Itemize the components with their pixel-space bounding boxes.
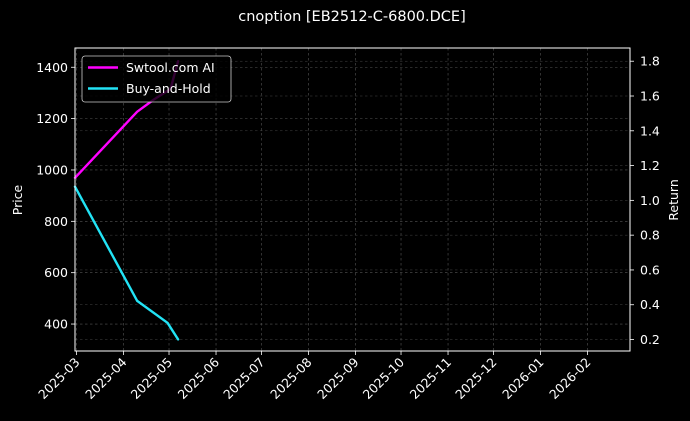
x-tick-label: 2025-04 — [82, 354, 130, 402]
x-tick-label: 2025-05 — [128, 355, 176, 403]
legend-box — [81, 55, 232, 103]
y-right-tick-label: 1.6 — [640, 89, 660, 104]
y-left-tick-label: 800 — [44, 214, 68, 229]
chart-title: cnoption [EB2512-C-6800.DCE] — [238, 9, 466, 25]
y-left-tick-label: 1000 — [36, 162, 68, 177]
grid — [75, 48, 630, 351]
y-right-tick-label: 0.4 — [640, 297, 660, 312]
x-tick-label: 2026-02 — [546, 355, 594, 403]
x-tick-label: 2025-07 — [220, 355, 268, 403]
y-right-tick-label: 1.8 — [640, 54, 660, 69]
x-tick-label: 2025-06 — [175, 354, 223, 402]
series-line-buy-and-hold — [73, 185, 180, 341]
y-left-tick-label: 1200 — [36, 111, 68, 126]
y-axis-right-label: Return — [666, 179, 681, 220]
y-axis-right: 0.2 0.4 0.6 0.8 1.0 1.2 1.4 1.6 1.8 — [630, 54, 660, 347]
y-axis-left-label: Price — [10, 184, 25, 215]
y-right-tick-label: 0.6 — [640, 262, 660, 277]
x-tick-label: 2025-08 — [267, 354, 315, 402]
y-right-tick-label: 1.4 — [640, 123, 660, 138]
y-left-tick-label: 400 — [44, 317, 68, 332]
plot-frame — [74, 47, 631, 352]
y-right-tick-label: 1.2 — [640, 158, 660, 173]
x-tick-label: 2026-01 — [499, 355, 547, 403]
x-tick-label: 2025-03 — [35, 355, 83, 403]
legend-label-swtool: Swtool.com AI — [126, 60, 215, 75]
legend-label-buy-and-hold: Buy-and-Hold — [126, 81, 211, 96]
y-right-tick-label: 0.2 — [640, 332, 660, 347]
y-left-tick-label: 1400 — [36, 60, 68, 75]
y-right-tick-label: 1.0 — [640, 193, 660, 208]
x-tick-label: 2025-09 — [314, 354, 362, 402]
x-tick-label: 2025-10 — [360, 354, 408, 402]
y-left-tick-label: 600 — [44, 265, 68, 280]
y-axis-left: 400 600 800 1000 1200 1400 — [36, 60, 75, 332]
x-tick-label: 2025-11 — [407, 355, 455, 403]
legend: Swtool.com AI Buy-and-Hold — [81, 55, 232, 103]
y-right-tick-label: 0.8 — [640, 228, 660, 243]
x-tick-label: 2025-12 — [452, 355, 500, 403]
